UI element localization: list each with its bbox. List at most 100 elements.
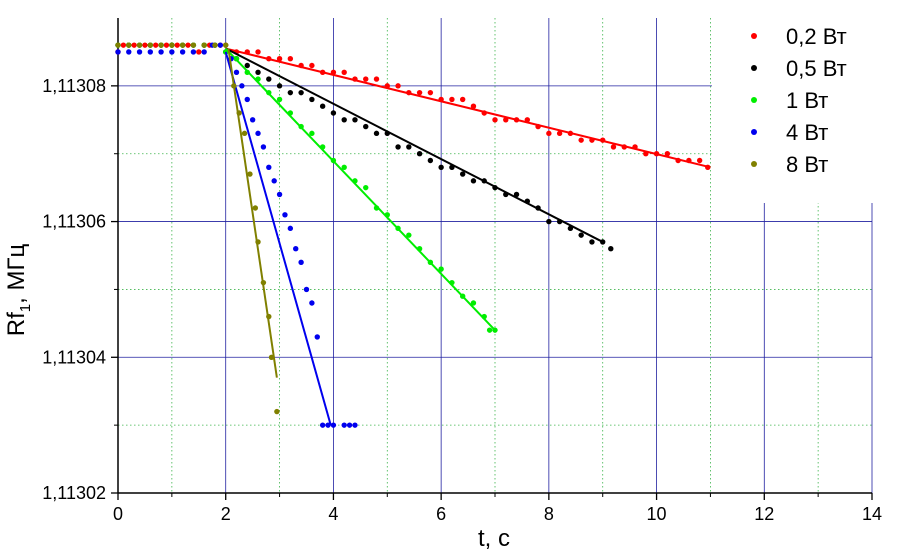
x-tick-label: 6 bbox=[436, 504, 446, 524]
data-point bbox=[352, 76, 358, 82]
data-point bbox=[346, 422, 353, 428]
series-fit-line bbox=[227, 48, 278, 378]
data-point bbox=[233, 69, 240, 75]
data-point bbox=[174, 42, 180, 48]
data-point bbox=[486, 327, 493, 333]
data-point bbox=[131, 42, 137, 48]
data-point bbox=[201, 49, 207, 55]
data-point bbox=[196, 49, 202, 55]
x-tick-label: 2 bbox=[221, 504, 231, 524]
data-point bbox=[481, 178, 487, 184]
data-point bbox=[341, 69, 347, 75]
data-point bbox=[459, 171, 466, 177]
data-point bbox=[600, 137, 606, 143]
data-point bbox=[298, 259, 304, 265]
data-point bbox=[287, 225, 294, 232]
data-point bbox=[352, 178, 358, 184]
data-point bbox=[142, 42, 148, 48]
data-point bbox=[255, 76, 261, 82]
data-point bbox=[643, 151, 649, 157]
data-point bbox=[556, 130, 563, 137]
data-point bbox=[416, 246, 423, 252]
data-point bbox=[330, 157, 337, 164]
series-layer bbox=[115, 42, 711, 428]
data-point bbox=[319, 422, 326, 428]
data-point bbox=[223, 42, 229, 48]
data-point bbox=[416, 151, 423, 157]
data-point bbox=[247, 171, 253, 177]
data-point bbox=[276, 96, 283, 103]
x-tick-label: 10 bbox=[647, 504, 667, 524]
data-point bbox=[115, 49, 121, 55]
data-point bbox=[266, 313, 272, 320]
data-point bbox=[373, 205, 380, 211]
data-point bbox=[153, 42, 159, 48]
data-point bbox=[319, 103, 326, 109]
y-axis-title-subscript: 1 bbox=[17, 304, 34, 312]
data-point bbox=[260, 279, 267, 286]
data-point bbox=[330, 110, 337, 116]
data-point bbox=[341, 117, 347, 123]
x-tick-label: 4 bbox=[328, 504, 338, 524]
data-point bbox=[406, 232, 412, 238]
x-tick-label: 8 bbox=[544, 504, 554, 524]
data-point bbox=[438, 96, 444, 103]
legend-marker bbox=[751, 129, 757, 135]
data-point bbox=[330, 69, 337, 75]
data-point bbox=[363, 123, 369, 130]
data-point bbox=[276, 191, 283, 198]
data-point bbox=[513, 191, 520, 198]
data-point bbox=[241, 130, 248, 137]
x-tick-label: 14 bbox=[862, 504, 882, 524]
data-point bbox=[298, 62, 304, 69]
legend-backdrop bbox=[712, 18, 890, 203]
data-point bbox=[147, 49, 154, 55]
data-point bbox=[147, 42, 154, 48]
data-point bbox=[236, 110, 242, 116]
data-point bbox=[503, 191, 509, 198]
data-point bbox=[314, 334, 320, 340]
data-point bbox=[255, 130, 261, 137]
data-point bbox=[705, 164, 711, 170]
data-point bbox=[325, 422, 331, 428]
data-point bbox=[470, 300, 477, 306]
data-point bbox=[309, 96, 315, 103]
y-tick-label: 1,11306 bbox=[42, 212, 106, 232]
data-point bbox=[169, 42, 175, 48]
legend-label: 0,5 Вт bbox=[786, 56, 847, 81]
data-point bbox=[567, 225, 574, 232]
data-point bbox=[621, 144, 627, 150]
data-point bbox=[438, 266, 444, 272]
legend-marker bbox=[751, 65, 757, 71]
data-point bbox=[201, 42, 207, 48]
data-point bbox=[449, 96, 455, 103]
data-point bbox=[266, 164, 272, 170]
data-point bbox=[276, 56, 283, 62]
data-point bbox=[158, 49, 164, 55]
data-point bbox=[185, 42, 191, 48]
data-point bbox=[217, 42, 224, 48]
x-axis-title: t, c bbox=[478, 525, 510, 552]
data-point bbox=[406, 89, 412, 96]
data-point bbox=[535, 205, 541, 211]
data-point bbox=[481, 110, 487, 116]
data-point bbox=[268, 354, 275, 360]
data-point bbox=[524, 117, 531, 123]
data-point bbox=[492, 184, 498, 191]
series-5 bbox=[115, 42, 280, 415]
data-point bbox=[276, 83, 283, 89]
data-point bbox=[632, 144, 638, 150]
y-tick-label: 1,11302 bbox=[42, 483, 106, 503]
data-point bbox=[373, 130, 380, 137]
data-point bbox=[363, 184, 369, 191]
data-point bbox=[158, 42, 164, 48]
data-point bbox=[449, 279, 455, 286]
data-point bbox=[610, 144, 617, 150]
data-point bbox=[244, 62, 250, 69]
data-point bbox=[578, 232, 584, 238]
data-point bbox=[287, 110, 294, 116]
data-point bbox=[179, 42, 186, 48]
data-point bbox=[341, 164, 347, 170]
data-point bbox=[352, 422, 358, 428]
data-point bbox=[303, 286, 310, 293]
